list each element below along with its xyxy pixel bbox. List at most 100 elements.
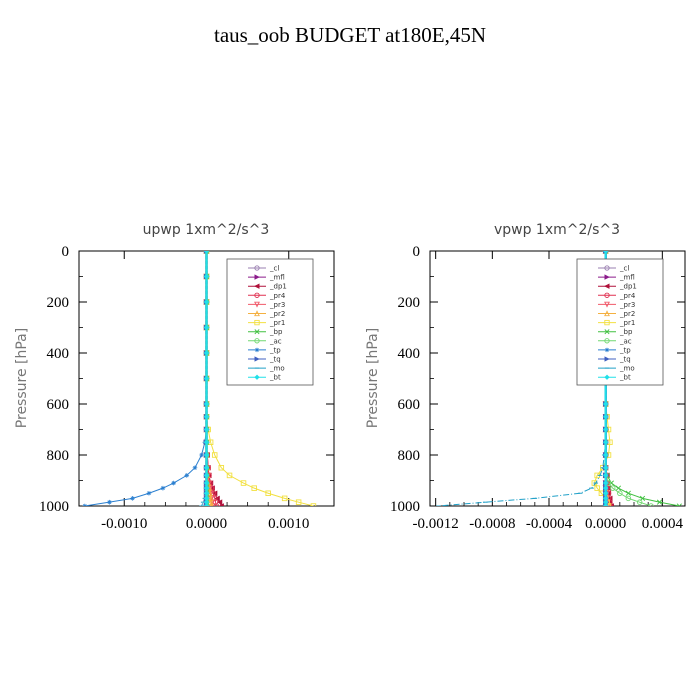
vpwp-legend: _cl_mfl_dp1_pr4_pr3_pr2_pr1_bp_ac_tp_tq_… [576,258,664,386]
vpwp-legend-label-dp1: _dp1 [619,283,637,291]
upwp-panel: upwp 1xm^2/s^3 Pressure [hPa] -0.0010 0.0… [14,222,335,532]
figure-title: taus_oob BUDGET at180E,45N [214,23,486,47]
vpwp-point-pr1 [605,503,612,506]
vpwp-point-bt [602,414,609,420]
upwp-point-dp1 [218,503,224,506]
upwp-legend-marker-pr3 [254,301,260,308]
vpwp-x-tick-label: -0.0012 [413,516,459,532]
vpwp-legend-marker-dp1 [604,283,610,289]
vpwp-legend-label-cl: _cl [619,265,629,273]
upwp-point-pr1 [265,490,271,497]
upwp-point-bt [203,426,210,433]
upwp-legend-label-ac: _ac [269,337,282,345]
upwp-point-pr1 [211,452,218,458]
vpwp-legend-marker-ac [604,338,610,344]
vpwp-point-bt [602,251,609,254]
upwp-legend-label-bt: _bt [269,374,281,382]
upwp-point-bt [203,273,210,280]
upwp-legend-label-pr3: _pr3 [269,301,285,309]
upwp-legend-marker-bt [254,374,260,380]
upwp-legend-marker-bp [254,329,260,335]
vpwp-point-ac [625,495,632,502]
vpwp-panel-title: vpwp 1xm^2/s^3 [494,222,620,238]
upwp-point-pr1 [240,480,247,486]
upwp-point-pr1 [226,472,233,479]
vpwp-legend-label-pr2: _pr2 [619,310,635,318]
vpwp-legend-box [576,258,664,386]
upwp-point-tp [160,485,166,491]
upwp-point-tp [146,490,152,496]
upwp-point-pr1 [218,465,225,471]
upwp-legend-marker-ac [254,338,260,344]
vpwp-point-bt [602,480,609,486]
upwp-y-tick-label: 800 [47,448,70,464]
vpwp-legend-label-mo: _mo [619,365,635,373]
vpwp-x-tick-label: -0.0004 [526,516,573,532]
vpwp-point-bt [602,401,609,407]
upwp-point-bt [203,480,210,486]
upwp-x-tick-label: 0.0010 [268,516,309,532]
vpwp-y-tick-label: 200 [398,295,421,311]
upwp-legend-label-pr4: _pr4 [269,292,286,300]
upwp-point-bt [203,465,210,471]
vpwp-legend-label-pr4: _pr4 [619,292,636,300]
vpwp-point-bp [676,503,682,506]
upwp-legend-marker-cl [254,265,260,271]
upwp-point-pr3 [210,503,217,506]
upwp-point-bt [203,452,210,458]
vpwp-point-ac [636,499,643,505]
upwp-legend-label-bp: _bp [269,328,283,336]
vpwp-y-tick-label: 1000 [390,499,420,515]
upwp-point-bt [203,485,210,491]
vpwp-legend-label-ac: _ac [619,337,632,345]
upwp-point-tp [82,503,88,506]
upwp-legend-label-tq: _tq [269,356,281,364]
upwp-panel-title: upwp 1xm^2/s^3 [143,222,270,238]
upwp-y-axis-label: Pressure [hPa] [14,328,30,428]
vpwp-point-bt [602,465,609,471]
vpwp-legend-marker-pr1 [604,319,610,326]
upwp-legend: _cl_mfl_dp1_pr4_pr3_pr2_pr1_bp_ac_tp_tq_… [226,258,314,386]
vpwp-point-bp [656,499,663,505]
upwp-legend-marker-tq [254,356,260,362]
upwp-point-bt [203,490,210,496]
upwp-legend-marker-dp1 [254,283,260,289]
vpwp-panel: vpwp 1xm^2/s^3 Pressure [hPa] -0.0012 -0.… [365,222,686,532]
upwp-point-pr4 [213,503,220,506]
upwp-y-tick-label: 1000 [39,499,69,515]
upwp-point-bt [203,472,210,479]
upwp-point-bt [203,375,210,382]
upwp-legend-label-mo: _mo [269,365,285,373]
upwp-legend-label-pr2: _pr2 [269,310,285,318]
upwp-y-tick-label: 200 [47,295,70,311]
upwp-y-tick-label: 0 [62,244,70,260]
vpwp-point-bt [602,426,609,433]
vpwp-y-tick-label: 600 [398,397,421,413]
upwp-y-tick-label: 400 [47,346,70,362]
upwp-point-tp [199,452,204,458]
upwp-legend-label-cl: _cl [269,265,279,273]
vpwp-legend-marker-pr4 [604,292,610,298]
upwp-point-bt [203,439,210,445]
upwp-point-pr1 [251,485,257,491]
upwp-series-group [82,251,317,506]
upwp-point-tp [192,465,198,471]
vpwp-legend-label-tp: _tp [619,346,631,354]
upwp-legend-label-mfl: _mfl [269,274,285,282]
upwp-point-tp [130,496,135,501]
vpwp-point-bt [602,439,609,445]
vpwp-point-bt [602,490,609,496]
upwp-legend-marker-pr4 [254,292,260,298]
vpwp-legend-label-pr3: _pr3 [619,301,635,309]
vpwp-point-bt [602,503,609,506]
upwp-point-tp [171,480,176,486]
upwp-point-bt [203,350,210,356]
vpwp-y-tick-label: 800 [398,448,421,464]
vpwp-legend-marker-tp [604,347,610,353]
upwp-legend-label-tp: _tp [269,346,281,354]
upwp-point-bt [203,503,210,506]
upwp-legend-marker-pr2 [254,310,260,317]
upwp-legend-box [226,258,314,386]
vpwp-legend-label-tq: _tq [619,356,631,364]
vpwp-legend-marker-mfl [604,274,610,280]
